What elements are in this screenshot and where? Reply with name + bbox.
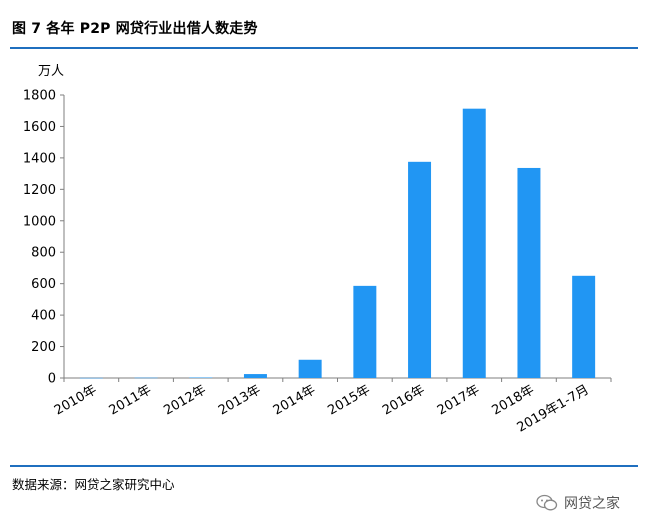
y-tick-label: 0 — [48, 372, 56, 387]
y-tick-label: 1400 — [23, 151, 56, 166]
y-tick-labels: 0 200 400 600 800 1000 1200 1400 1600 1800 — [23, 89, 56, 387]
bar — [189, 377, 213, 379]
bar — [243, 374, 267, 378]
x-tick-label: 2016年 — [380, 382, 427, 418]
top-divider — [10, 47, 638, 49]
x-tick-label: 2010年 — [52, 382, 99, 418]
wechat-icon — [536, 494, 558, 511]
watermark: 网贷之家 — [536, 493, 620, 513]
y-tick-label: 1000 — [23, 214, 56, 229]
bar — [572, 275, 596, 378]
bar — [134, 377, 158, 379]
x-tick-label: 2011年 — [107, 382, 154, 418]
x-tick-labels: 2010年 2011年 2012年 2013年 2014年 2015年 2016年 2017年… — [52, 382, 592, 435]
y-tick-label: 200 — [31, 340, 56, 355]
y-tick-label: 400 — [31, 309, 56, 324]
y-tick-label: 600 — [31, 277, 56, 292]
bar — [79, 377, 103, 379]
x-tick-label: 2014年 — [271, 382, 318, 418]
x-tick-label: 2012年 — [161, 382, 208, 418]
y-tick-label: 1600 — [23, 120, 56, 135]
bottom-divider — [10, 465, 638, 467]
bar-chart: 万人 0 200 400 600 800 1000 1200 1400 1600 1800 201… — [23, 64, 612, 436]
x-tick-label: 2015年 — [325, 382, 372, 418]
y-tick-label: 1800 — [23, 89, 56, 104]
x-tick-label: 2013年 — [216, 382, 263, 418]
y-tick-label: 800 — [31, 246, 56, 261]
y-axis-label: 万人 — [38, 64, 64, 79]
bar — [298, 359, 322, 378]
bar — [408, 161, 432, 378]
bar — [462, 108, 486, 378]
bar — [517, 167, 541, 378]
chart-bars — [79, 108, 596, 379]
watermark-text: 网贷之家 — [564, 496, 620, 512]
bar — [353, 285, 377, 378]
y-tick-label: 1200 — [23, 183, 56, 198]
data-source-note: 数据来源：网贷之家研究中心 — [12, 477, 175, 492]
x-tick-label: 2017年 — [435, 382, 482, 418]
chart-title: 图 7 各年 P2P 网贷行业出借人数走势 — [12, 21, 258, 37]
